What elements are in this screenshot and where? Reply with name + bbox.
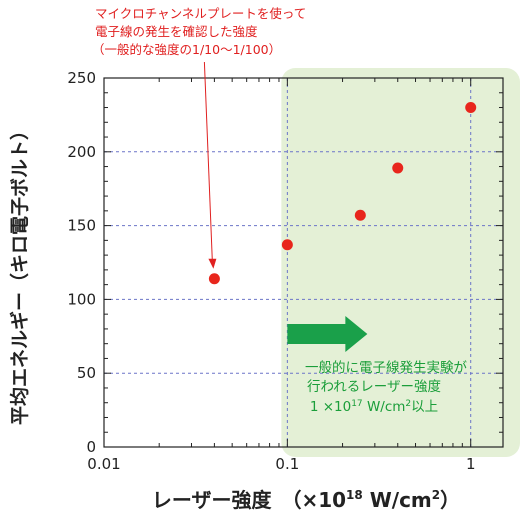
data-point	[392, 162, 404, 174]
x-tick-label: 0.01	[87, 455, 120, 473]
shaded-region	[281, 68, 520, 457]
data-point	[281, 239, 293, 251]
annotation-red-arrowhead	[208, 258, 217, 269]
annotation-green-line-2: 行われるレーザー強度	[307, 379, 441, 395]
y-tick-label: 200	[67, 143, 96, 161]
data-point	[465, 102, 477, 114]
y-tick-label: 50	[77, 364, 96, 382]
plot-frame	[103, 77, 504, 448]
x-axis-label: レーザー強度 （×1018 W/cm2）	[152, 488, 460, 512]
y-tick-label: 100	[67, 290, 96, 308]
annotation-green-line-3: 1 ×1017 W/cm2以上	[310, 399, 438, 415]
y-axis-label: 平均エネルギー（キロ電子ボルト）	[8, 121, 31, 425]
annotation-red-line-1: マイクロチャンネルプレートを使って	[95, 6, 306, 21]
data-point	[208, 273, 220, 285]
annotation-red-line-3: （一般的な強度の1/10～1/100）	[92, 42, 281, 57]
y-tick-label: 250	[67, 69, 96, 87]
data-point	[354, 209, 366, 221]
x-tick-label: 0.1	[275, 455, 299, 473]
annotation-red-line-2: 電子線の発生を確認した強度	[95, 24, 258, 39]
y-tick-label: 150	[67, 217, 96, 235]
y-tick-label: 0	[86, 438, 96, 456]
annotation-green-arrow	[287, 316, 368, 352]
annotation-green-line-1: 一般的に電子線発生実験が	[305, 360, 467, 376]
annotation-red-arrow-line	[203, 61, 213, 263]
x-tick-label: 1	[466, 455, 476, 473]
